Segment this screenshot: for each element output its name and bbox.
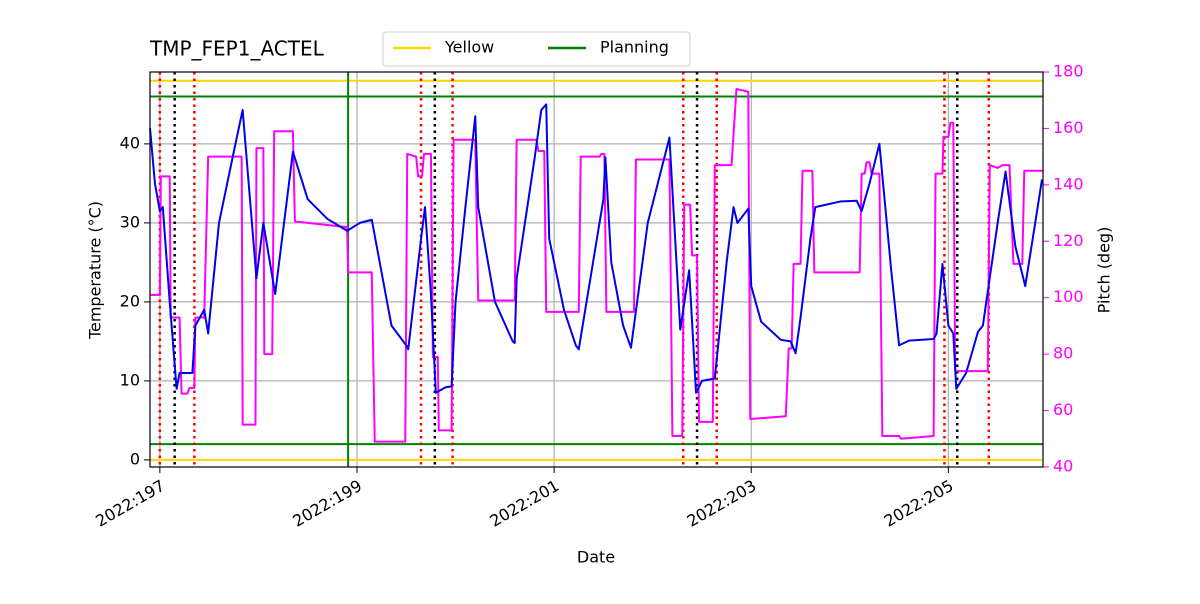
y2-tick-label: 180 (1053, 62, 1084, 81)
y-tick-label: 0 (130, 449, 140, 468)
x-axis-title: Date (577, 548, 615, 567)
y-tick-label: 20 (120, 291, 140, 310)
series-line (150, 87, 1043, 443)
y2-tick-label: 120 (1053, 231, 1084, 250)
series-line (149, 103, 1043, 394)
legend (382, 31, 691, 67)
y-tick-label: 40 (120, 133, 140, 152)
y2-tick-label: 40 (1053, 457, 1073, 476)
legend-label: Yellow (444, 38, 494, 57)
y2-axis-title: Pitch (deg) (1095, 227, 1114, 314)
y2-tick-label: 80 (1053, 344, 1073, 363)
y2-tick-label: 140 (1053, 174, 1084, 193)
y-tick-label: 30 (120, 212, 140, 231)
y-axis-title: Temperature (°C) (86, 201, 105, 340)
y-tick-label: 10 (120, 370, 140, 389)
y2-tick-label: 60 (1053, 400, 1073, 419)
legend-label: Planning (600, 38, 669, 57)
chart-title: TMP_FEP1_ACTEL (149, 37, 325, 61)
y2-tick-label: 100 (1053, 287, 1084, 306)
y2-tick-label: 160 (1053, 118, 1084, 137)
plot-frame (149, 71, 1044, 468)
